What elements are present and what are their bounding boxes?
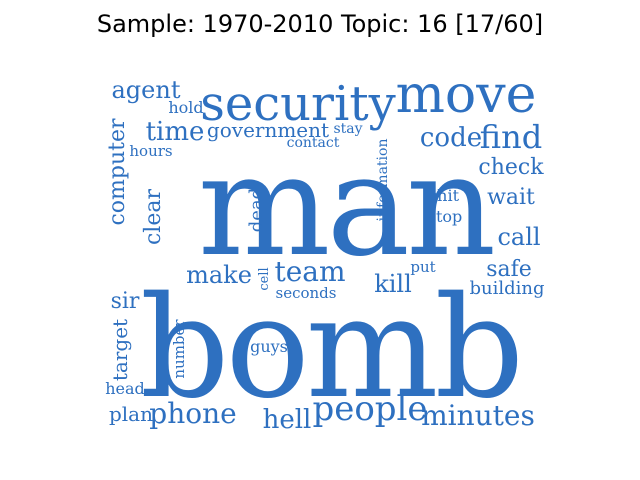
word-information: information	[375, 139, 391, 222]
word-guys: guys	[250, 337, 288, 356]
word-team: team	[274, 255, 345, 288]
word-number: number	[170, 319, 188, 379]
word-code: code	[420, 123, 482, 153]
figure-title: Sample: 1970-2010 Topic: 16 [17/60]	[96, 10, 544, 38]
word-cell: cell	[257, 267, 272, 290]
word-check: check	[478, 155, 544, 180]
word-make: make	[186, 261, 252, 289]
word-stay: stay	[333, 121, 362, 137]
word-head: head	[105, 379, 145, 398]
word-plan: plan	[109, 402, 153, 426]
word-safe: safe	[486, 257, 532, 282]
word-wait: wait	[487, 185, 535, 210]
word-call: call	[497, 223, 540, 251]
word-dead: dead	[246, 188, 267, 232]
word-minutes: minutes	[421, 399, 535, 432]
word-computer: computer	[105, 118, 130, 226]
word-contact: contact	[287, 135, 340, 151]
word-target: target	[108, 319, 132, 381]
word-stop: stop	[428, 207, 463, 226]
word-clear: clear	[141, 189, 166, 245]
word-people: people	[312, 389, 427, 429]
word-shit: shit	[429, 186, 460, 205]
word-man: man	[198, 125, 493, 288]
word-find: find	[480, 118, 542, 156]
word-seconds: seconds	[276, 284, 337, 302]
word-bomb: bomb	[140, 267, 520, 430]
word-put: put	[410, 258, 435, 276]
word-phone: phone	[149, 397, 236, 430]
word-hours: hours	[129, 142, 172, 160]
word-kill: kill	[374, 270, 412, 298]
word-sir: sir	[111, 289, 140, 314]
word-hold: hold	[168, 98, 203, 117]
word-hell: hell	[263, 405, 312, 435]
word-time: time	[146, 117, 205, 147]
word-move: move	[396, 65, 537, 125]
word-government: government	[207, 118, 329, 142]
word-agent: agent	[112, 76, 181, 104]
word-building: building	[469, 278, 544, 299]
word-security: security	[200, 76, 396, 132]
